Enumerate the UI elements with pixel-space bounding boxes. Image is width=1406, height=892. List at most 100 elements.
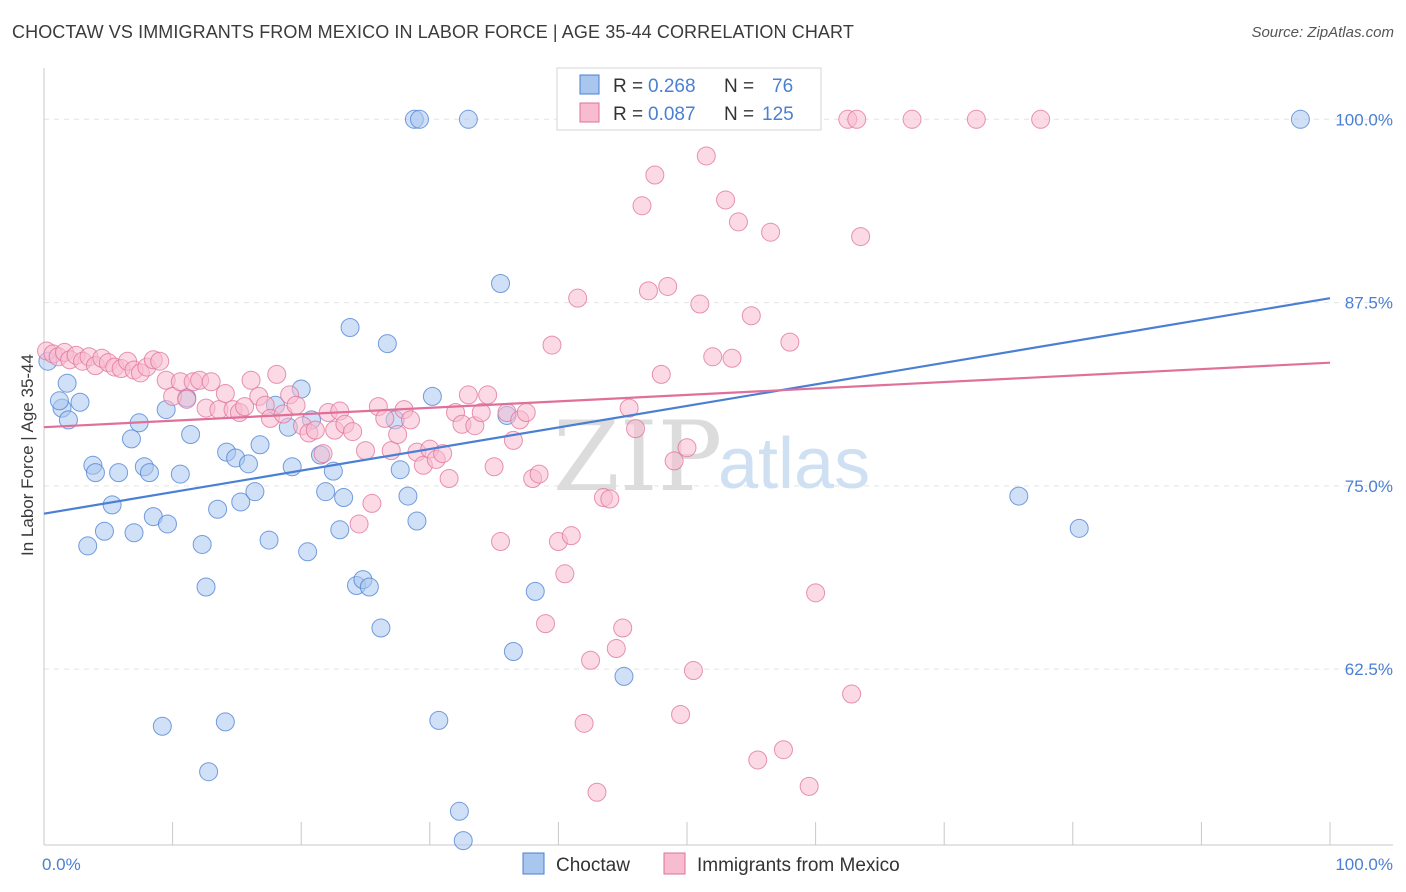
- point-choctaw-28: [231, 492, 251, 512]
- point-mexico-57: [401, 410, 421, 430]
- point-mexico-91: [619, 398, 639, 418]
- point-choctaw-32: [259, 530, 279, 550]
- point-choctaw-37: [298, 542, 318, 562]
- point-choctaw-30: [245, 482, 265, 502]
- point-mexico-112: [761, 222, 781, 242]
- point-choctaw-54: [422, 386, 442, 406]
- bottom-legend-swatch-choctaw: [522, 852, 545, 875]
- point-mexico-36: [267, 364, 287, 384]
- point-mexico-110: [741, 306, 761, 326]
- y-tick-label-0: 100.0%: [1335, 110, 1393, 129]
- point-choctaw-48: [371, 618, 391, 638]
- bottom-legend: Choctaw Immigrants from Mexico: [522, 852, 900, 876]
- point-mexico-103: [696, 146, 716, 166]
- point-choctaw-12: [124, 523, 144, 543]
- point-mexico-68: [471, 403, 491, 423]
- point-mexico-63: [439, 468, 459, 488]
- point-mexico-32: [241, 370, 261, 390]
- point-mexico-108: [728, 212, 748, 232]
- point-mexico-81: [555, 564, 575, 584]
- point-mexico-102: [690, 294, 710, 314]
- point-mexico-107: [722, 348, 742, 368]
- point-mexico-113: [773, 740, 793, 760]
- x-tick-label-right: 100.0%: [1335, 855, 1393, 874]
- trend-lines: [43, 297, 1331, 515]
- point-choctaw-18: [157, 514, 177, 534]
- point-mexico-53: [375, 408, 395, 428]
- legend-n-value-choctaw: 76: [772, 76, 793, 97]
- point-choctaw-42: [330, 520, 350, 540]
- point-choctaw-73: [1009, 486, 1029, 506]
- point-choctaw-63: [503, 641, 523, 661]
- point-mexico-111: [748, 750, 768, 770]
- y-tick-labels: 100.0% 87.5% 75.0% 62.5%: [1335, 110, 1393, 679]
- legend-n-label-choctaw: N =: [724, 76, 754, 97]
- point-mexico-95: [645, 165, 665, 185]
- point-mexico-122: [902, 109, 922, 129]
- legend-swatch-mexico: [579, 102, 600, 123]
- point-mexico-104: [703, 347, 723, 367]
- legend-r-value-choctaw: 0.268: [648, 76, 696, 97]
- point-choctaw-9: [94, 521, 114, 541]
- point-mexico-124: [1031, 109, 1051, 129]
- point-choctaw-57: [453, 831, 473, 851]
- point-mexico-92: [626, 419, 646, 439]
- point-choctaw-64: [525, 581, 545, 601]
- point-mexico-117: [806, 583, 826, 603]
- point-choctaw-75: [1290, 109, 1310, 129]
- point-mexico-94: [638, 281, 658, 301]
- watermark-zip: ZIP: [553, 401, 722, 513]
- series-mexico-points: [37, 109, 1051, 802]
- point-mexico-123: [966, 109, 986, 129]
- point-mexico-42: [305, 420, 325, 440]
- point-mexico-55: [388, 425, 408, 445]
- point-choctaw-13: [121, 429, 141, 449]
- point-mexico-100: [677, 438, 697, 458]
- point-choctaw-3: [58, 410, 78, 430]
- point-mexico-31: [235, 397, 255, 417]
- point-mexico-77: [529, 464, 549, 484]
- bottom-legend-label-choctaw: Choctaw: [556, 855, 630, 876]
- point-mexico-88: [600, 489, 620, 509]
- point-mexico-106: [716, 190, 736, 210]
- stats-legend: R = 0.268 N = 76 R = 0.087 N = 125: [556, 67, 822, 131]
- point-choctaw-8: [102, 495, 122, 515]
- point-mexico-39: [286, 395, 306, 415]
- point-choctaw-55: [429, 710, 449, 730]
- point-choctaw-72: [614, 666, 634, 686]
- point-mexico-120: [847, 109, 867, 129]
- trend-line-mexico: [43, 361, 1331, 429]
- legend-n-label-mexico: N =: [724, 104, 754, 125]
- point-choctaw-56: [449, 801, 469, 821]
- point-choctaw-53: [407, 511, 427, 531]
- point-choctaw-29: [238, 454, 258, 474]
- point-mexico-82: [561, 526, 581, 546]
- x-tick-label-left: 0.0%: [42, 855, 81, 874]
- point-mexico-93: [632, 196, 652, 216]
- point-mexico-78: [536, 614, 556, 634]
- point-choctaw-74: [1069, 518, 1089, 538]
- chart-title: CHOCTAW VS IMMIGRANTS FROM MEXICO IN LAB…: [12, 22, 854, 42]
- point-mexico-116: [799, 776, 819, 796]
- legend-swatch-choctaw: [579, 74, 600, 95]
- y-tick-label-1: 87.5%: [1345, 294, 1393, 313]
- point-mexico-119: [842, 684, 862, 704]
- point-mexico-84: [574, 713, 594, 733]
- point-mexico-48: [343, 422, 363, 442]
- point-mexico-79: [542, 335, 562, 355]
- point-choctaw-40: [316, 482, 336, 502]
- point-mexico-62: [433, 444, 453, 464]
- bottom-legend-label-mexico: Immigrants from Mexico: [697, 855, 900, 876]
- point-mexico-49: [349, 514, 369, 534]
- point-choctaw-61: [491, 274, 511, 294]
- point-choctaw-16: [139, 463, 159, 483]
- point-mexico-69: [478, 385, 498, 405]
- point-mexico-101: [683, 661, 703, 681]
- legend-r-label-mexico: R =: [613, 104, 643, 125]
- axes: [43, 68, 1393, 846]
- point-choctaw-60: [458, 109, 478, 129]
- point-mexico-86: [587, 782, 607, 802]
- point-choctaw-22: [181, 425, 201, 445]
- point-choctaw-5: [49, 391, 69, 411]
